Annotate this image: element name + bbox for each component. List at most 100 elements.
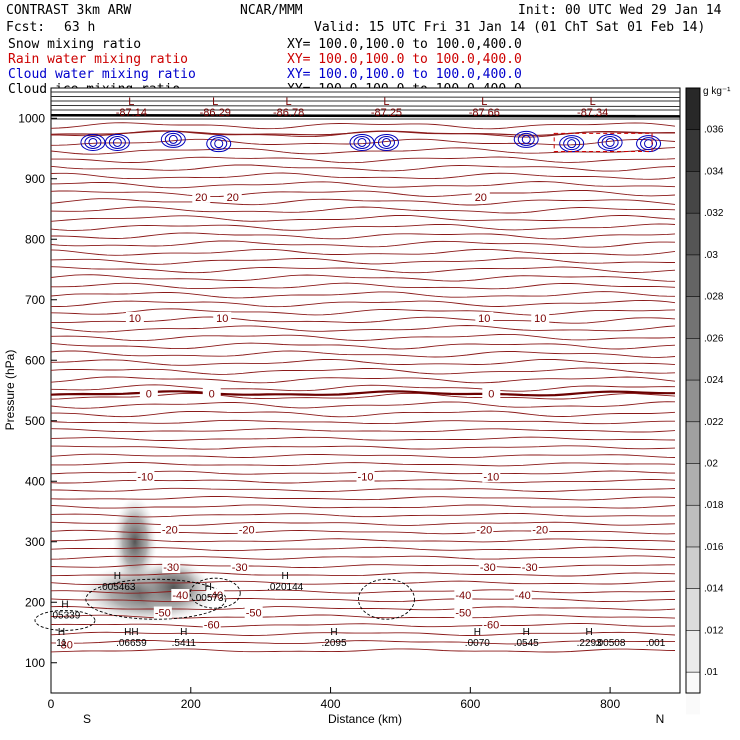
contour-label-bg <box>482 387 501 400</box>
isotherm-line <box>50 563 675 569</box>
contour-label--20: -20 <box>476 525 492 537</box>
contour-label-10: 10 <box>478 313 490 325</box>
isotherm-line <box>50 367 676 375</box>
low-marker: L <box>383 96 389 108</box>
contour-label--30: -30 <box>232 562 248 574</box>
isotherm-line <box>50 384 676 392</box>
y-tick-label: 900 <box>25 172 45 186</box>
isotherm-line <box>50 248 676 256</box>
contour-label--60: -60 <box>204 620 220 632</box>
colorbar-label: .014 <box>704 584 724 595</box>
isotherm-line <box>50 122 676 130</box>
isotherm-line <box>50 512 676 518</box>
contour-label-bg <box>223 190 242 203</box>
low-value: -86.29 <box>200 107 231 119</box>
contour-label--50: -50 <box>155 608 171 620</box>
isotherm-line <box>51 445 676 450</box>
isotherm-line <box>51 462 676 467</box>
lower-high-value: .2095 <box>322 638 347 649</box>
high-value: .020144 <box>267 582 304 593</box>
cloud-contours <box>34 130 662 631</box>
fcst-value: 63 h <box>64 20 96 35</box>
colorbar-label: .02 <box>704 459 718 470</box>
isotherm-line <box>50 138 676 146</box>
isotherm-line <box>50 453 676 459</box>
isotherm-line <box>50 358 676 366</box>
high-marker: H <box>205 582 212 593</box>
isotherm-line <box>50 529 676 535</box>
contour-label--50: -50 <box>455 608 471 620</box>
y-tick-label: 500 <box>25 414 45 428</box>
isotherm-line <box>50 299 676 308</box>
cloud-water-contour <box>210 137 228 151</box>
contour-label-bg <box>202 387 221 400</box>
colorbar-cell <box>686 588 700 631</box>
cloud-water-contour <box>601 135 619 149</box>
high-marker: H <box>282 571 289 582</box>
cloud-water-contour <box>517 132 535 146</box>
contour-label-10: 10 <box>129 313 141 325</box>
isotherm-line <box>50 223 676 231</box>
contour-label-bg <box>55 638 74 651</box>
cloud-water-contour <box>381 137 391 147</box>
valid-time: Valid: 15 UTC Fri 31 Jan 14 (01 ChT Sat … <box>314 20 706 35</box>
contour-label--30: -30 <box>522 562 538 574</box>
y-tick-label: 1000 <box>18 111 45 125</box>
contour-label-bg <box>237 523 256 536</box>
isotherm-line <box>50 436 676 441</box>
isotherm-line <box>50 631 676 636</box>
contour-label-0: 0 <box>488 389 494 401</box>
low-marker: L <box>481 96 487 108</box>
low-value: -87.25 <box>371 107 402 119</box>
rain-contour <box>553 132 653 153</box>
contour-label-10: 10 <box>216 313 228 325</box>
x-axis-title: Distance (km) <box>328 712 402 726</box>
cloud-water-contour <box>353 135 371 149</box>
x-tick-label: 800 <box>600 697 620 711</box>
contour-label--40: -40 <box>515 590 531 602</box>
y-tick-label: 100 <box>25 656 45 670</box>
isotherm-line <box>50 181 676 189</box>
contour-label--20: -20 <box>239 525 255 537</box>
cloud-water-contour <box>605 137 615 147</box>
colorbar-label: .026 <box>704 333 724 344</box>
contour-label--60: -60 <box>483 620 499 632</box>
contour-label--30: -30 <box>480 562 496 574</box>
contour-label-bg <box>475 523 494 536</box>
lower-high-marker: H <box>180 627 187 638</box>
low-value: -87.66 <box>469 107 500 119</box>
contour-label-bg <box>513 588 532 601</box>
cloud-water-contour <box>168 134 178 144</box>
contour-label--80: -80 <box>57 640 73 652</box>
colorbar-cell <box>686 296 700 339</box>
center-title: NCAR/MMM <box>240 3 303 18</box>
colorbar: .036 .034 .032 .03 .028 .026 .024 .022 .02 .018 .0… <box>685 87 724 715</box>
isotherm-line <box>50 555 676 560</box>
lower-high-marker: H <box>58 627 65 638</box>
isotherm-line <box>50 504 676 509</box>
isotherm-line <box>50 546 675 552</box>
lower-high-value: .2293 <box>577 638 602 649</box>
contour-label-bg <box>125 311 144 324</box>
y-axis-title: Pressure (hPa) <box>3 350 17 431</box>
colorbar-label: .028 <box>704 292 724 303</box>
cloud-water-contour <box>513 130 539 148</box>
colorbar-cell <box>686 129 700 172</box>
contour-label-bg <box>213 311 232 324</box>
field-snow-xy: XY= 100.0,100.0 to 100.0,400.0 <box>287 37 522 52</box>
colorbar-cell <box>686 421 700 465</box>
cloud-water-contour <box>206 135 232 153</box>
isotherm-line <box>50 350 676 358</box>
low-marker: L <box>128 96 134 108</box>
cloud-water-contour <box>84 135 102 149</box>
colorbar-cell <box>686 88 700 131</box>
isotherm-line <box>50 401 676 409</box>
contour-label-20: 20 <box>227 192 239 204</box>
colorbar-label: .01 <box>704 667 718 678</box>
isotherm-line <box>50 189 676 198</box>
colorbar-label: .032 <box>704 208 724 219</box>
contour-label--10: -10 <box>137 471 153 483</box>
isotherm-line <box>50 521 676 526</box>
cloud-water-contour <box>597 133 623 151</box>
colorbar-label: .024 <box>704 375 724 386</box>
